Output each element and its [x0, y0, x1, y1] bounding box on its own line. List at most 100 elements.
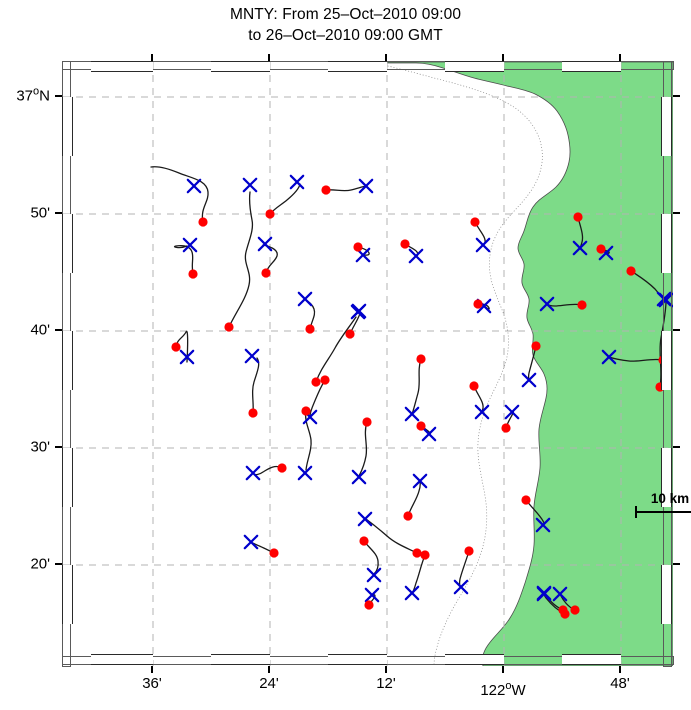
trajectory-end-marker[interactable]: [521, 372, 537, 388]
trajectory-path: [228, 191, 254, 328]
trajectory-start-marker[interactable]: [359, 536, 369, 546]
chart-title: MNTY: From 25–Oct–2010 09:00 to 26–Oct–2…: [0, 4, 691, 46]
ytick-label-37n-num: 37: [16, 87, 34, 105]
trajectory-start-marker[interactable]: [464, 546, 474, 556]
trajectory-start-marker[interactable]: [570, 605, 580, 615]
trajectory-start-marker[interactable]: [265, 209, 275, 219]
trajectory-end-marker[interactable]: [358, 178, 374, 194]
trajectory-end-marker[interactable]: [601, 349, 617, 365]
trajectory-start-marker[interactable]: [353, 242, 363, 252]
trajectory-end-marker[interactable]: [535, 517, 551, 533]
ytick-label-37n: 37oN: [0, 86, 50, 105]
trajectory-start-marker[interactable]: [301, 406, 311, 416]
trajectory-start-marker[interactable]: [277, 463, 287, 473]
trajectory-start-marker[interactable]: [320, 375, 330, 385]
trajectory-path: [175, 330, 189, 363]
trajectory-end-marker[interactable]: [412, 473, 428, 489]
trajectory-end-marker[interactable]: [297, 465, 313, 481]
trajectory-end-marker[interactable]: [474, 404, 490, 420]
trajectory-start-marker[interactable]: [420, 550, 430, 560]
trajectory-start-marker[interactable]: [626, 266, 636, 276]
trajectory-start-marker[interactable]: [364, 600, 374, 610]
trajectory-end-marker[interactable]: [351, 469, 367, 485]
trajectory-end-marker[interactable]: [245, 465, 261, 481]
trajectory-end-marker[interactable]: [572, 240, 588, 256]
trajectory-end-marker[interactable]: [504, 404, 520, 420]
frame-seg: [661, 97, 672, 156]
xtick-label-48: 48': [610, 675, 630, 692]
trajectory-end-marker[interactable]: [182, 237, 198, 253]
trajectory-end-marker[interactable]: [297, 291, 313, 307]
trajectory-end-marker[interactable]: [453, 579, 469, 595]
map-plot-area[interactable]: 10 km: [62, 61, 691, 667]
trajectory-start-marker[interactable]: [261, 268, 271, 278]
trajectory-start-marker[interactable]: [573, 212, 583, 222]
trajectory-end-marker[interactable]: [244, 348, 260, 364]
trajectory-path: [325, 185, 368, 192]
xtick-top-48: [619, 54, 621, 61]
trajectory-path: [358, 421, 368, 477]
trajectory-path: [269, 183, 301, 215]
frame-seg: [62, 448, 73, 507]
trajectory-end-marker[interactable]: [179, 349, 195, 365]
trajectory-end-marker[interactable]: [364, 587, 380, 603]
frame-seg: [661, 448, 672, 507]
grid-lines: [63, 62, 673, 666]
trajectory-start-marker[interactable]: [224, 322, 234, 332]
trajectory-end-marker[interactable]: [186, 178, 202, 194]
trajectory-path: [411, 358, 422, 415]
trajectory-start-marker[interactable]: [501, 423, 511, 433]
trajectory-end-marker[interactable]: [404, 406, 420, 422]
trajectory-start-marker[interactable]: [416, 421, 426, 431]
frame-seg: [62, 331, 73, 390]
trajectory-end-marker[interactable]: [243, 534, 259, 550]
trajectory-end-marker[interactable]: [366, 567, 382, 583]
trajectory-end-marker[interactable]: [421, 426, 437, 442]
ytick-37n: [55, 95, 62, 97]
frame-seg: [211, 61, 270, 72]
trajectory-start-marker[interactable]: [362, 417, 372, 427]
trajectory-end-marker[interactable]: [351, 303, 367, 319]
trajectory-start-marker[interactable]: [311, 377, 321, 387]
frame-seg: [62, 565, 73, 624]
trajectory-start-marker[interactable]: [416, 354, 426, 364]
frame-seg: [445, 61, 504, 72]
trajectory-start-marker[interactable]: [188, 269, 198, 279]
trajectory-start-marker[interactable]: [577, 300, 587, 310]
trajectory-start-marker[interactable]: [412, 548, 422, 558]
chart-title-line1: MNTY: From 25–Oct–2010 09:00: [229, 6, 462, 23]
xtick-label-122w: 122oW: [480, 681, 526, 700]
xtick-label-122w-hemi: W: [511, 682, 526, 699]
trajectory-end-marker[interactable]: [357, 511, 373, 527]
trajectory-start-marker[interactable]: [198, 217, 208, 227]
trajectory-end-marker[interactable]: [289, 174, 305, 190]
trajectory-end-marker[interactable]: [475, 237, 491, 253]
trajectory-start-marker[interactable]: [403, 511, 413, 521]
trajectory-end-marker[interactable]: [552, 586, 568, 602]
trajectory-start-marker[interactable]: [560, 609, 570, 619]
trajectory-start-marker[interactable]: [321, 185, 331, 195]
trajectory-end-marker[interactable]: [658, 292, 673, 308]
trajectory-start-marker[interactable]: [470, 217, 480, 227]
trajectory-start-marker[interactable]: [171, 342, 181, 352]
trajectory-start-marker[interactable]: [473, 299, 483, 309]
frame-seg: [91, 654, 153, 665]
trajectory-start-marker[interactable]: [469, 381, 479, 391]
trajectory-start-marker[interactable]: [531, 341, 541, 351]
trajectory-start-marker[interactable]: [596, 244, 606, 254]
scale-bar: 10 km: [635, 491, 691, 518]
trajectory-end-marker[interactable]: [257, 236, 273, 252]
trajectory-start-marker[interactable]: [305, 324, 315, 334]
trajectory-end-marker[interactable]: [536, 586, 552, 602]
trajectory-end-marker[interactable]: [242, 177, 258, 193]
trajectory-start-marker[interactable]: [521, 495, 531, 505]
ytick-label-37n-hemi: N: [39, 87, 50, 105]
trajectory-start-marker[interactable]: [269, 548, 279, 558]
trajectory-end-marker[interactable]: [408, 248, 424, 264]
trajectory-start-marker[interactable]: [248, 408, 258, 418]
xtick-122w: [502, 666, 504, 673]
trajectory-start-marker[interactable]: [345, 329, 355, 339]
trajectory-end-marker[interactable]: [539, 296, 555, 312]
trajectory-start-marker[interactable]: [400, 239, 410, 249]
trajectory-end-marker[interactable]: [404, 585, 420, 601]
